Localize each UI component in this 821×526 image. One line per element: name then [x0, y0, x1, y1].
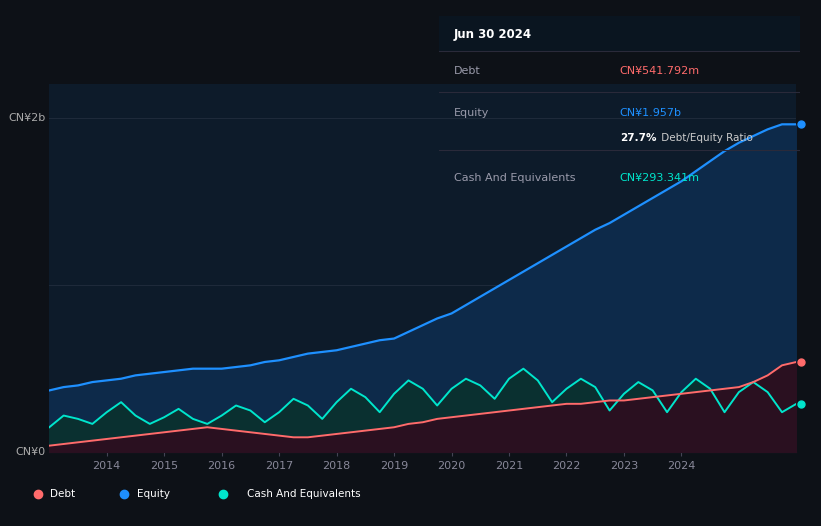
Text: Debt: Debt	[51, 489, 76, 500]
Text: CN¥1.957b: CN¥1.957b	[620, 108, 682, 118]
FancyBboxPatch shape	[439, 16, 800, 51]
Text: Debt: Debt	[454, 66, 480, 76]
Text: CN¥0: CN¥0	[16, 447, 45, 458]
Text: Equity: Equity	[136, 489, 170, 500]
Text: Jun 30 2024: Jun 30 2024	[454, 28, 532, 41]
Text: Debt/Equity Ratio: Debt/Equity Ratio	[658, 134, 753, 144]
Text: CN¥541.792m: CN¥541.792m	[620, 66, 700, 76]
Text: CN¥2b: CN¥2b	[8, 113, 45, 123]
Text: 27.7%: 27.7%	[620, 134, 656, 144]
Text: Cash And Equivalents: Cash And Equivalents	[454, 173, 576, 183]
Text: Equity: Equity	[454, 108, 489, 118]
Text: CN¥293.341m: CN¥293.341m	[620, 173, 699, 183]
Text: Cash And Equivalents: Cash And Equivalents	[247, 489, 361, 500]
